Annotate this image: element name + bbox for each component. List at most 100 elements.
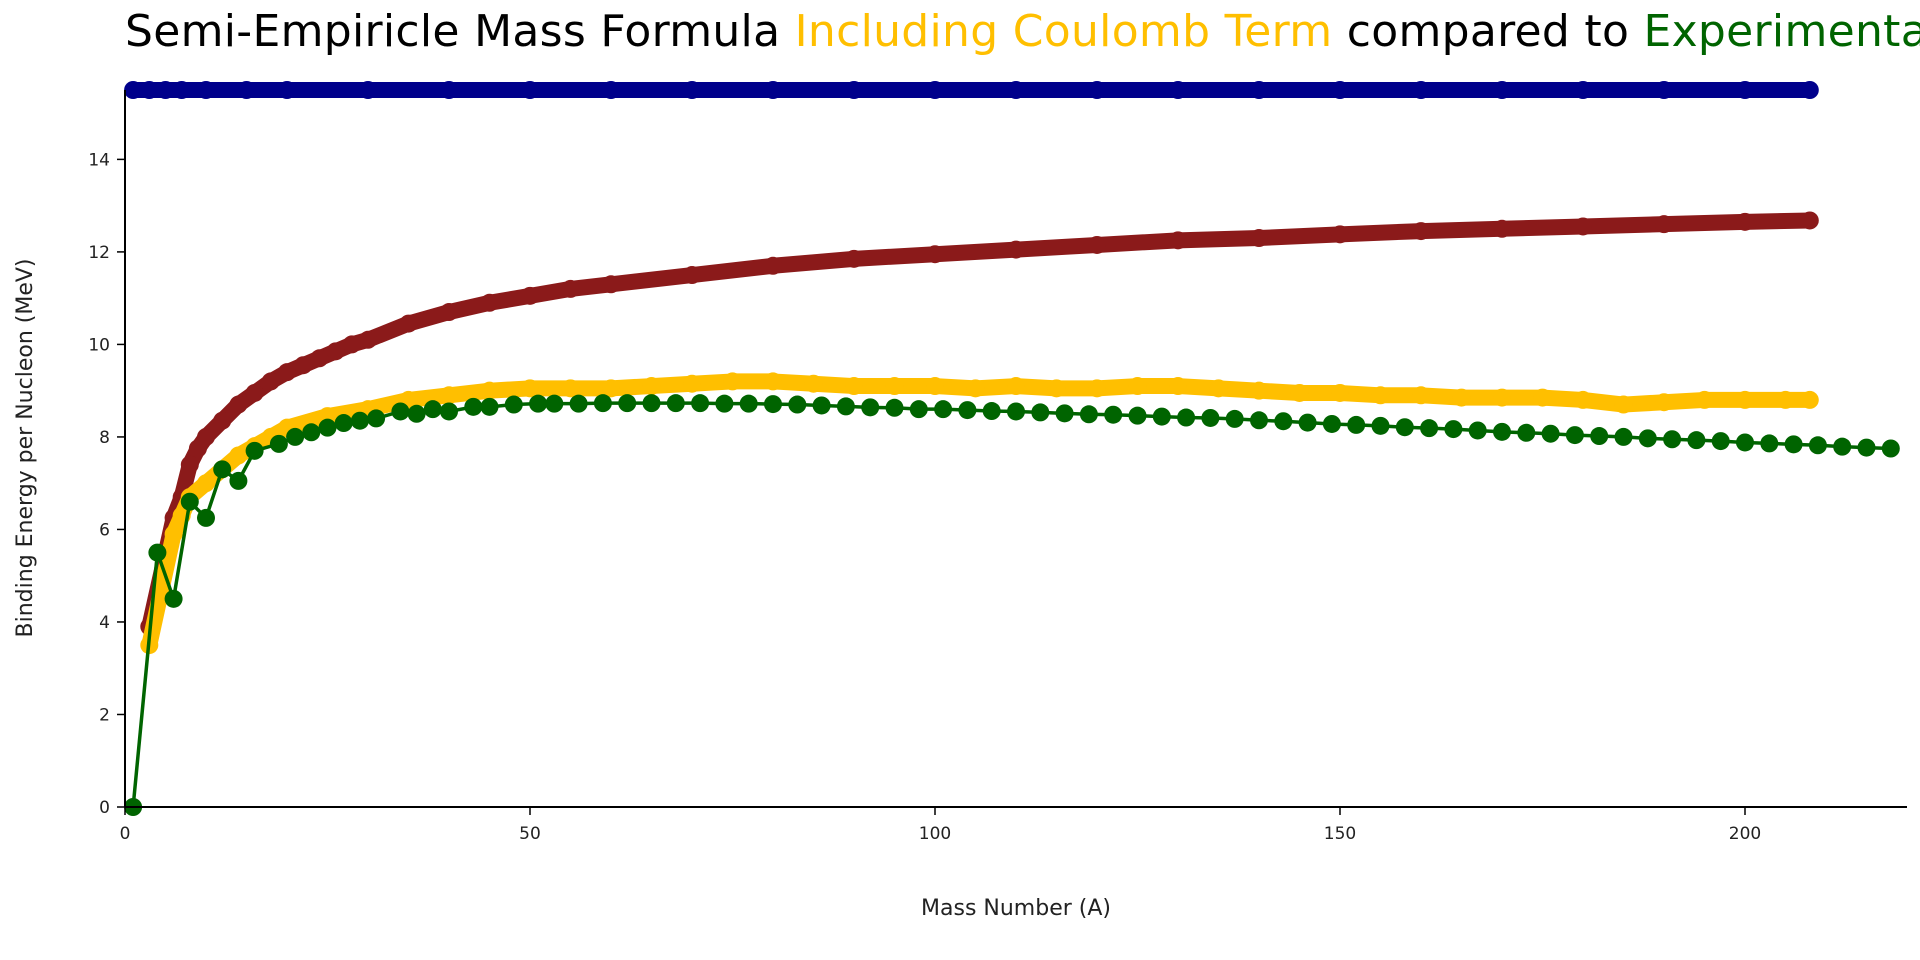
series-3-point: [926, 377, 944, 396]
series-4-point: [1784, 435, 1803, 454]
x-tick-label: 100: [919, 824, 951, 844]
series-1-point: [197, 81, 215, 99]
y-ticks: 0 2 4 6 8 10 12 14: [88, 150, 125, 818]
series-1: [124, 81, 1819, 99]
series-3-point: [1776, 390, 1795, 409]
series-4-point: [1711, 432, 1730, 451]
series-4-point: [982, 402, 1001, 421]
series-4-point: [1055, 404, 1074, 423]
series-4-point: [1225, 409, 1244, 428]
series-4-point: [1638, 429, 1657, 448]
series-2-point: [197, 427, 215, 446]
series-2-point: [326, 342, 345, 361]
series-4-point: [909, 400, 928, 419]
series-4-point: [715, 394, 734, 413]
x-tick-label: 0: [120, 824, 131, 844]
y-tick-label: 2: [99, 705, 110, 725]
series-3-point: [1614, 395, 1633, 414]
series-1-point: [124, 81, 143, 99]
series-4-point: [666, 394, 685, 413]
series-4-point: [213, 460, 232, 479]
series-3-point: [683, 374, 701, 393]
series-4-point: [1493, 422, 1511, 441]
series-4-point: [1420, 419, 1439, 438]
series-3-point: [1695, 390, 1714, 409]
series-2-point: [1655, 215, 1673, 234]
series-3-point: [804, 374, 823, 393]
series-4-point: [318, 418, 337, 437]
series-2-band: [141, 212, 1818, 635]
series-3-point: [1047, 379, 1066, 398]
series-4-point: [334, 414, 353, 433]
series-1-point: [1331, 81, 1349, 99]
series-3-point: [480, 381, 499, 400]
series-3-point: [440, 386, 458, 405]
series-4-point: [1565, 426, 1584, 445]
series-1-point: [521, 81, 539, 99]
series-4-point: [1833, 437, 1852, 456]
series-4-point: [569, 394, 588, 413]
series-3-point: [1007, 377, 1025, 396]
series-3-point: [845, 377, 863, 396]
series-3-point: [1331, 383, 1349, 402]
series-1-point: [1736, 81, 1754, 99]
series-4-point: [739, 394, 758, 413]
series-1-point: [359, 81, 377, 99]
y-tick-label: 6: [99, 520, 110, 540]
series-3-point: [1209, 379, 1228, 398]
x-tick-label: 50: [519, 824, 541, 844]
series-4-point: [812, 396, 831, 415]
series-4-point: [269, 434, 288, 453]
series-3-point: [1412, 386, 1430, 405]
series-3-point: [1371, 386, 1390, 405]
series-4-point: [1857, 438, 1876, 457]
series-4-point: [180, 492, 199, 511]
series-4-point: [1468, 421, 1487, 440]
series-4-point: [1444, 420, 1463, 439]
series-4-point: [407, 404, 426, 423]
series-4-point: [391, 402, 410, 421]
series-1-point: [278, 81, 296, 99]
series-2-point: [180, 455, 199, 474]
series-4-point: [618, 394, 637, 413]
series-4-line: [131, 401, 1891, 808]
series-2: [140, 211, 1819, 636]
title-part-1: Semi-Empiricle Mass Formula: [125, 6, 795, 57]
series-4-point: [1347, 415, 1366, 434]
series-2-point: [480, 293, 499, 312]
series-3-point: [229, 446, 248, 465]
series-3-point: [1088, 379, 1106, 398]
series-2-point: [1250, 229, 1268, 248]
series-3-point: [1493, 388, 1511, 407]
series-3-point: [1655, 393, 1673, 412]
series-1-point: [926, 81, 944, 99]
series-3: [140, 372, 1819, 655]
y-tick-label: 12: [88, 243, 110, 263]
series-2-point: [278, 363, 296, 382]
series-4-point: [302, 423, 321, 442]
series-4-point: [1152, 407, 1171, 426]
series-4-point: [440, 402, 458, 421]
x-ticks: 0 50 100 150 200: [120, 807, 1761, 844]
title-part-4: Experimental: [1643, 6, 1920, 57]
series-4-point: [1808, 436, 1827, 455]
title-part-2: Including Coulomb Term: [794, 6, 1333, 57]
y-tick-label: 10: [88, 335, 110, 355]
series-4-point: [286, 427, 305, 446]
series-4-point: [245, 441, 264, 460]
series-4-point: [1541, 424, 1560, 443]
series-2-point: [683, 266, 701, 285]
series-3-point: [1128, 377, 1147, 396]
series-2-point: [229, 395, 248, 414]
x-axis-label: Mass Number (A): [921, 896, 1111, 921]
series-4-point: [642, 394, 661, 413]
series-2-point: [1800, 211, 1819, 230]
series-4-point: [1881, 439, 1900, 458]
series-1-point: [1493, 81, 1511, 99]
series-3-point: [885, 377, 904, 396]
series-3-point: [642, 377, 661, 396]
series-4-point: [423, 400, 442, 419]
series-2-point: [245, 383, 264, 402]
series-3-point: [1452, 388, 1471, 407]
series-4-point: [1177, 408, 1196, 427]
